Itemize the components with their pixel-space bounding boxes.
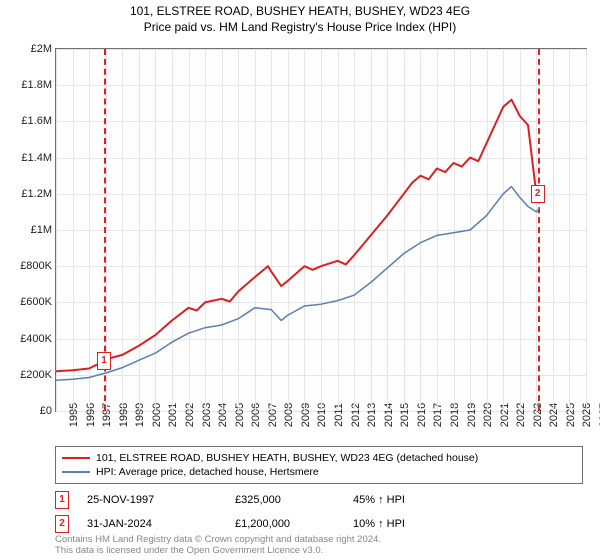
transaction-marker: 2 (55, 515, 69, 533)
y-axis-label: £2M (31, 43, 52, 55)
y-axis-label: £1.4M (21, 152, 52, 164)
y-axis-label: £400K (20, 333, 52, 345)
y-axis-label: £200K (20, 369, 52, 381)
legend-swatch (62, 471, 90, 473)
legend-label: HPI: Average price, detached house, Hert… (96, 466, 319, 478)
title-line-2: Price paid vs. HM Land Registry's House … (0, 20, 600, 36)
legend-item: 101, ELSTREE ROAD, BUSHEY HEATH, BUSHEY,… (62, 451, 576, 465)
y-axis-label: £1.6M (21, 115, 52, 127)
legend-label: 101, ELSTREE ROAD, BUSHEY HEATH, BUSHEY,… (96, 452, 478, 464)
price-marker: 2 (531, 185, 545, 203)
transaction-date: 31-JAN-2024 (87, 518, 217, 530)
attribution-text: Contains HM Land Registry data © Crown c… (55, 534, 381, 557)
y-axis-label: £1M (31, 224, 52, 236)
table-row: 1 25-NOV-1997 £325,000 45% ↑ HPI (55, 488, 583, 512)
legend: 101, ELSTREE ROAD, BUSHEY HEATH, BUSHEY,… (55, 446, 583, 484)
chart-container: 101, ELSTREE ROAD, BUSHEY HEATH, BUSHEY,… (0, 0, 600, 560)
y-axis-label: £1.2M (21, 188, 52, 200)
table-row: 2 31-JAN-2024 £1,200,000 10% ↑ HPI (55, 512, 583, 536)
y-axis-label: £1.8M (21, 79, 52, 91)
legend-swatch (62, 457, 90, 459)
chart-title: 101, ELSTREE ROAD, BUSHEY HEATH, BUSHEY,… (0, 0, 600, 35)
transaction-price: £1,200,000 (235, 518, 335, 530)
transaction-price: £325,000 (235, 494, 335, 506)
y-axis-label: £800K (20, 260, 52, 272)
y-axis-label: £600K (20, 296, 52, 308)
price-marker: 1 (97, 352, 111, 370)
transaction-date: 25-NOV-1997 (87, 494, 217, 506)
legend-item: HPI: Average price, detached house, Hert… (62, 465, 576, 479)
attribution-line: This data is licensed under the Open Gov… (55, 545, 381, 556)
transaction-marker: 1 (55, 491, 69, 509)
transaction-table: 1 25-NOV-1997 £325,000 45% ↑ HPI 2 31-JA… (55, 488, 583, 536)
transaction-delta: 45% ↑ HPI (353, 494, 405, 506)
attribution-line: Contains HM Land Registry data © Crown c… (55, 534, 381, 545)
chart-plot-area: £0£200K£400K£600K£800K£1M£1.2M£1.4M£1.6M… (55, 48, 587, 412)
title-line-1: 101, ELSTREE ROAD, BUSHEY HEATH, BUSHEY,… (0, 4, 600, 20)
transaction-delta: 10% ↑ HPI (353, 518, 405, 530)
x-axis-label: 2027 (586, 403, 600, 427)
y-axis-label: £0 (40, 405, 52, 417)
